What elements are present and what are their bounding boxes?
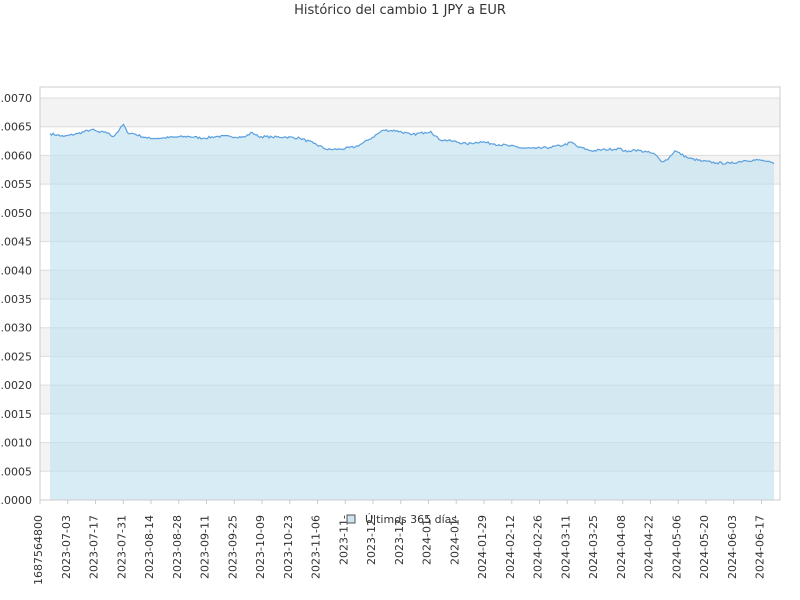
y-tick-label: 0.0030 <box>0 322 32 335</box>
y-tick-label: 0.0050 <box>0 207 32 220</box>
y-axis: 0.0000 0.0005 0.0010 0.0015 0.0020 0.0025 0.00… <box>0 92 32 507</box>
x-tick-label: 2024-06-17 <box>754 515 767 579</box>
y-tick-label: 0.0040 <box>0 264 32 277</box>
x-tick-label: 2024-02-12 <box>504 515 517 579</box>
legend-label: Últimos 365 días <box>365 513 457 526</box>
y-tick-label: 0.0060 <box>0 149 32 162</box>
x-tick-label: 2024-03-11 <box>559 515 572 579</box>
x-tick-label: 2023-10-09 <box>254 515 267 579</box>
x-tick-label: 2023-08-28 <box>171 515 184 579</box>
y-tick-label: 0.0065 <box>0 121 32 134</box>
x-tick-label: 2024-01-29 <box>476 515 489 579</box>
y-tick-label: 0.0025 <box>0 350 32 363</box>
x-tick-label: 2023-11-06 <box>310 515 323 579</box>
x-tick-label: 2023-12- <box>393 515 406 565</box>
x-tick-label: 2024-04-22 <box>643 515 656 579</box>
x-tick-label: 2024-01- <box>421 515 434 565</box>
x-tick-label: 2023-09-11 <box>199 515 212 579</box>
series-fill <box>50 124 774 501</box>
grid-band <box>40 87 780 98</box>
x-axis: 1687564800 2023-07-03 2023-07-17 2023-07-31… <box>32 500 767 585</box>
y-tick-label: 0.0000 <box>0 494 32 507</box>
x-tick-label: 2024-02-26 <box>532 515 545 579</box>
grid-band <box>40 98 780 127</box>
x-tick-label: 2023-12- <box>365 515 378 565</box>
x-tick-label: 2023-11- <box>337 515 350 565</box>
x-tick-label: 1687564800 <box>32 515 45 585</box>
y-tick-label: 0.0015 <box>0 408 32 421</box>
legend-swatch <box>346 514 356 524</box>
x-tick-label: 2023-07-31 <box>115 515 128 579</box>
y-tick-label: 0.0020 <box>0 379 32 392</box>
legend: Últimos 365 días <box>346 513 457 526</box>
y-tick-label: 0.0045 <box>0 236 32 249</box>
x-tick-label: 2024-01- <box>448 515 461 565</box>
x-tick-label: 2024-04-08 <box>615 515 628 579</box>
plot-border <box>39 86 781 501</box>
chart-title: Histórico del cambio 1 JPY a EUR <box>294 3 506 18</box>
y-tick-label: 0.0005 <box>0 465 32 478</box>
y-tick-label: 0.0070 <box>0 92 32 105</box>
x-tick-label: 2023-09-25 <box>226 515 239 579</box>
x-tick-label: 2024-06-03 <box>726 515 739 579</box>
x-tick-label: 2024-05-20 <box>698 515 711 579</box>
y-tick-label: 0.0010 <box>0 437 32 450</box>
y-tick-label: 0.0055 <box>0 178 32 191</box>
x-tick-label: 2023-07-17 <box>88 515 101 579</box>
series-area <box>49 123 775 501</box>
x-tick-label: 2024-03-25 <box>587 515 600 579</box>
series-line <box>49 123 775 165</box>
x-tick-label: 2023-07-03 <box>60 515 73 579</box>
x-tick-label: 2023-10-23 <box>282 515 295 579</box>
y-tick-label: 0.0035 <box>0 293 32 306</box>
x-tick-label: 2024-05-06 <box>670 515 683 579</box>
x-tick-label: 2023-08-14 <box>143 515 156 579</box>
